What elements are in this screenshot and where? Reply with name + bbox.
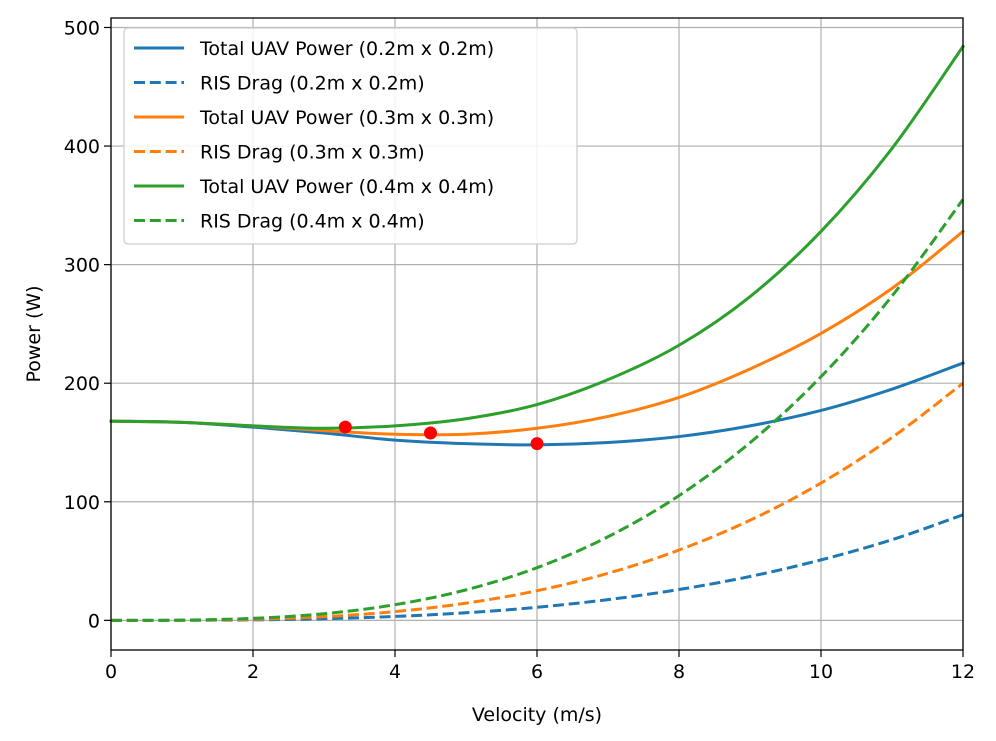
x-tick-label: 0 (105, 661, 117, 683)
ticks: 0 2 4 6 8 10 12 0 100 200 300 400 500 (64, 17, 975, 683)
y-tick-label: 0 (88, 610, 100, 632)
optimal-point-marker (338, 420, 352, 434)
series-line-ris-drag-0-2m-x-0-2m (110, 513, 964, 622)
x-tick-label: 6 (531, 661, 543, 683)
y-tick-label: 100 (64, 492, 100, 514)
optimal-point-marker (424, 426, 437, 440)
x-tick-label: 8 (673, 661, 685, 683)
y-tick-label: 200 (64, 373, 100, 395)
series-line-ris-drag-0-3m-x-0-3m (110, 382, 964, 622)
optimal-point-marker (530, 437, 544, 451)
legend-label: Total UAV Power (0.4m x 0.4m) (199, 176, 494, 198)
legend-label: RIS Drag (0.4m x 0.4m) (200, 211, 425, 233)
y-tick-label: 400 (64, 136, 100, 158)
x-tick-label: 2 (247, 661, 259, 683)
y-axis-label: Power (W) (23, 285, 45, 382)
series-line-ris-drag-0-4m-x-0-4m (110, 198, 965, 622)
x-tick-label: 10 (809, 661, 833, 683)
y-tick-label: 500 (64, 17, 100, 39)
y-tick-label: 300 (64, 255, 100, 277)
series-line-total-uav-power-0-4m-x-0-4m (109, 44, 966, 430)
legend-label: Total UAV Power (0.3m x 0.3m) (199, 107, 494, 129)
legend-label: RIS Drag (0.2m x 0.2m) (200, 73, 425, 95)
x-tick-label: 4 (389, 661, 401, 683)
x-tick-label: 12 (951, 661, 975, 683)
legend-label: RIS Drag (0.3m x 0.3m) (200, 142, 425, 164)
optimal-points (338, 420, 544, 451)
legend: Total UAV Power (0.2m x 0.2m) RIS Drag (0… (123, 27, 578, 245)
legend-label: Total UAV Power (0.2m x 0.2m) (199, 38, 494, 60)
x-axis-label: Velocity (m/s) (472, 704, 602, 726)
legend-box (123, 27, 578, 245)
